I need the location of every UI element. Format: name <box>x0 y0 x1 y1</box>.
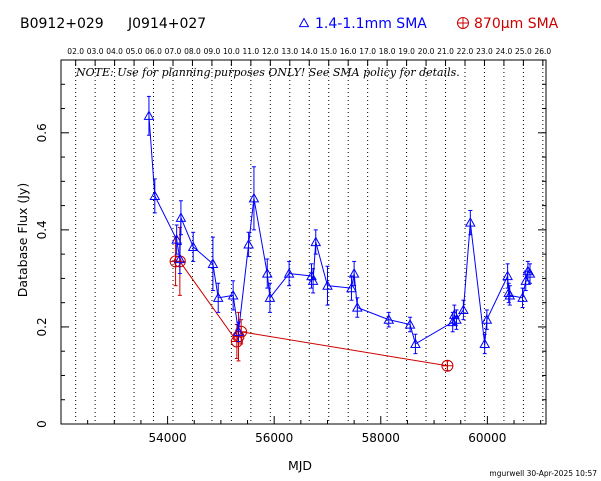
year-label: 14.0 <box>301 47 318 56</box>
data-point-1mm <box>351 301 363 312</box>
data-point-1mm <box>243 238 254 249</box>
data-point-1mm-line <box>148 115 531 345</box>
series-1mm <box>143 95 536 355</box>
year-label: 02.0 <box>67 47 84 56</box>
year-label: 16.0 <box>340 47 357 56</box>
data-point-1mm <box>175 212 187 222</box>
data-point-1mm <box>307 275 319 285</box>
data-point-1mm <box>322 280 333 290</box>
year-label: 11.0 <box>243 47 260 56</box>
year-label: 08.0 <box>184 47 201 56</box>
data-point-1mm <box>517 292 528 302</box>
y-axis-label: Database Flux (Jy) <box>15 183 30 297</box>
year-label: 22.0 <box>457 47 474 56</box>
source-alias: J0914+027 <box>127 16 206 32</box>
year-label: 12.0 <box>262 47 279 56</box>
plot-frame <box>60 59 547 425</box>
data-point-1mm <box>212 292 224 302</box>
data-point-1mm <box>310 236 322 247</box>
year-label: 23.0 <box>476 47 493 56</box>
data-point-1mm <box>451 314 462 324</box>
data-point-1mm <box>346 282 357 293</box>
data-point-1mm <box>143 110 155 120</box>
legend-label-red: 870μm SMA <box>474 16 559 32</box>
legend-triangle <box>298 17 310 28</box>
data-point-1mm <box>481 314 493 324</box>
year-label: 21.0 <box>437 47 454 56</box>
source-name: B0912+029 <box>20 16 104 32</box>
year-label: 03.0 <box>87 47 104 56</box>
data-point-1mm <box>348 268 360 278</box>
legend-circle-plus <box>457 17 469 29</box>
data-point-1mm <box>524 268 536 278</box>
data-point-1mm <box>261 268 273 278</box>
data-point-1mm <box>464 217 476 227</box>
year-label: 10.0 <box>223 47 240 56</box>
year-axis-labels: 02.0 03.0 04.0 05.0 06.0 07.0 08.0 09.0 10.0 11.0… <box>67 47 551 56</box>
axis-ticks <box>60 59 546 425</box>
year-label: 26.0 <box>535 47 552 56</box>
year-label: 05.0 <box>126 47 143 56</box>
year-label: 13.0 <box>281 47 298 56</box>
y-tick-label: 0.4 <box>35 220 49 239</box>
year-label: 09.0 <box>204 47 221 56</box>
planning-note: NOTE: Use for planning purposes ONLY! Se… <box>75 66 460 79</box>
year-label: 04.0 <box>106 47 123 56</box>
year-label: 17.0 <box>359 47 376 56</box>
legend: 1.4-1.1mm SMA 870μm SMA <box>298 16 559 32</box>
x-tick-label: 56000 <box>255 431 293 445</box>
data-point-1mm <box>171 234 183 244</box>
year-label: 20.0 <box>418 47 435 56</box>
year-gridlines <box>75 60 544 424</box>
y-tick-label: 0 <box>35 420 49 428</box>
data-point-1mm <box>149 190 161 200</box>
data-point-1mm <box>383 314 395 324</box>
data-point-1mm <box>479 338 491 349</box>
data-point-1mm <box>502 270 513 281</box>
y-tick-label: 0.6 <box>35 123 49 142</box>
legend-triangle-icon <box>298 17 310 28</box>
data-point-1mm <box>410 338 421 349</box>
tick-labels: 54000 56000 58000 60000 0 0.2 0.4 0.6 <box>35 123 506 445</box>
data-point-1mm <box>264 292 276 302</box>
header: B0912+029 J0914+027 1.4-1.1mm SMA 870μm … <box>20 16 559 32</box>
year-label: 24.0 <box>496 47 513 56</box>
year-label: 18.0 <box>379 47 396 56</box>
y-tick-label: 0.2 <box>35 317 49 336</box>
year-label: 07.0 <box>165 47 182 56</box>
year-label: 19.0 <box>398 47 415 56</box>
x-tick-label: 60000 <box>468 431 506 445</box>
x-tick-label: 54000 <box>148 431 186 445</box>
x-tick-label: 58000 <box>362 431 400 445</box>
data-point-1mm <box>283 268 295 278</box>
data-point-870um <box>441 359 454 372</box>
data-point-1mm <box>504 289 516 300</box>
data-point-1mm <box>174 253 186 264</box>
data-point-1mm <box>458 304 469 315</box>
legend-label-blue: 1.4-1.1mm SMA <box>315 16 427 32</box>
data-point-1mm <box>447 316 459 327</box>
data-point-1mm <box>187 241 199 251</box>
data-point-1mm <box>227 289 239 300</box>
data-point-1mm <box>233 326 244 336</box>
year-label: 06.0 <box>145 47 162 56</box>
x-axis-label: MJD <box>288 458 312 473</box>
data-point-1mm <box>207 258 219 268</box>
legend-circle-plus-icon <box>457 17 469 29</box>
year-label: 15.0 <box>320 47 337 56</box>
data-point-1mm <box>404 318 416 329</box>
data-point-1mm <box>248 192 260 203</box>
footer-credit: mgurwell 30-Apr-2025 10:57 <box>489 469 597 478</box>
year-label: 25.0 <box>515 47 532 56</box>
